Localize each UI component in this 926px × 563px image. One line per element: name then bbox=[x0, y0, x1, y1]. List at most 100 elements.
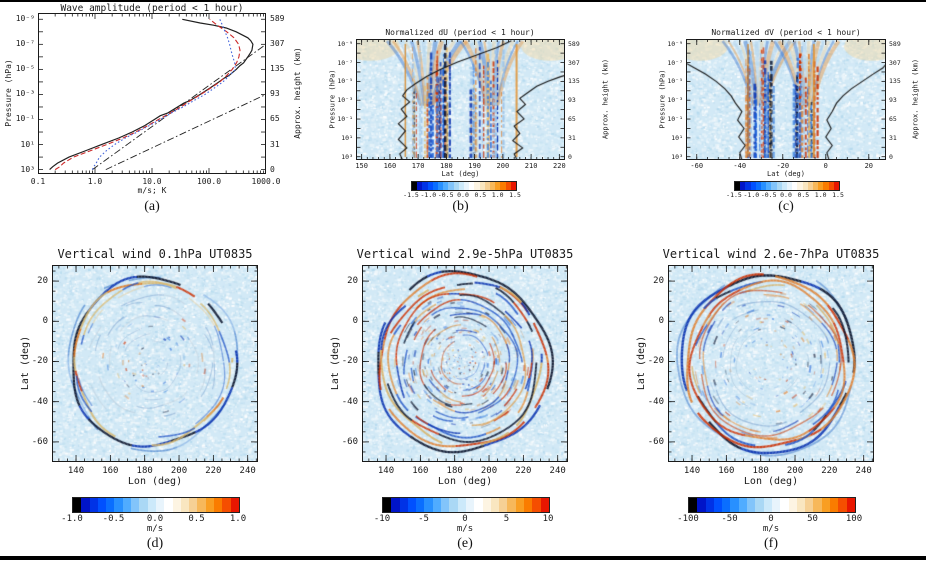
colorbar-segment bbox=[131, 498, 140, 512]
panel-c-caption: (c) bbox=[778, 199, 794, 214]
colorbar-segment bbox=[755, 498, 764, 512]
xtick-label: -40 bbox=[733, 162, 747, 170]
colorbar-segment bbox=[427, 182, 433, 190]
panel-e-heatmap bbox=[362, 265, 568, 462]
panel-c-title: Normalized dV (period < 1 hour) bbox=[711, 28, 861, 37]
colorbar-tick-label: 0.0 bbox=[457, 191, 469, 199]
colorbar-tick-label: 1.0 bbox=[491, 191, 504, 199]
colorbar-segment bbox=[771, 498, 781, 512]
panel-a-xtick-label: 0.1 bbox=[30, 177, 46, 186]
panel-a-xtick-label: 100.0 bbox=[196, 177, 222, 186]
xtick-label: 20 bbox=[864, 162, 873, 170]
colorbar-segment bbox=[424, 498, 433, 512]
panel-a-xtick-label: 1000.0 bbox=[251, 177, 281, 186]
colorbar-segment bbox=[490, 182, 496, 190]
y2tick-label: 589 bbox=[568, 39, 580, 48]
xtick-label: 180 bbox=[440, 162, 453, 170]
colorbar-tick-label: 1.0 bbox=[229, 514, 247, 524]
colorbar-segment bbox=[499, 498, 508, 512]
panel-f-xlabel: Lon (deg) bbox=[743, 476, 799, 487]
colorbar-segment bbox=[189, 498, 198, 512]
colorbar-segment bbox=[147, 498, 156, 512]
colorbar-segment bbox=[763, 498, 772, 512]
panel-a-ytick-label: 10⁻¹ bbox=[15, 114, 35, 124]
colorbar-segment bbox=[813, 182, 819, 190]
colorbar-segment bbox=[73, 498, 82, 512]
ytick-label: 0 bbox=[352, 316, 358, 327]
panel-c-axes bbox=[686, 39, 886, 160]
xtick-label: 140 bbox=[377, 466, 395, 476]
ytick-label: 20 bbox=[653, 276, 664, 287]
colorbar-segment bbox=[818, 182, 824, 190]
y2tick-label: 93 bbox=[568, 96, 576, 105]
colorbar-segment bbox=[383, 498, 392, 512]
colorbar-segment bbox=[771, 182, 777, 190]
panel-a-y2tick-label: 135 bbox=[270, 64, 285, 74]
xtick-label: 160 bbox=[102, 466, 119, 476]
colorbar-segment bbox=[740, 182, 746, 190]
panel-f-colorbar bbox=[688, 497, 856, 513]
ytick-label: -60 bbox=[31, 436, 48, 447]
xtick-label: 160 bbox=[718, 466, 735, 476]
panel-b-title: Normalized dU (period < 1 hour) bbox=[385, 28, 535, 37]
colorbar-segment bbox=[697, 498, 706, 512]
xtick-label: 200 bbox=[170, 466, 188, 476]
panel-d-axes bbox=[52, 265, 258, 462]
colorbar-segment bbox=[474, 182, 480, 190]
colorbar-segment bbox=[432, 182, 439, 190]
colorbar-segment bbox=[747, 498, 756, 512]
y2tick-label: 31 bbox=[568, 133, 576, 142]
colorbar-tick-label: 50 bbox=[807, 514, 818, 524]
colorbar-segment bbox=[730, 498, 739, 512]
colorbar-tick-label: 1.0 bbox=[814, 191, 827, 199]
xtick-label: 220 bbox=[821, 466, 838, 476]
colorbar-tick-label: -1.0 bbox=[420, 191, 437, 199]
xtick-label: 160 bbox=[383, 162, 397, 170]
panel-a-ytick-label: 10⁻⁹ bbox=[15, 14, 35, 24]
ytick-label: -20 bbox=[31, 356, 48, 367]
xtick-label: 200 bbox=[496, 162, 510, 170]
y2tick-label: 135 bbox=[889, 77, 901, 86]
panel-e-colorbar-unit: m/s bbox=[456, 524, 474, 534]
y2tick-label: 65 bbox=[568, 115, 576, 124]
colorbar-segment bbox=[89, 498, 98, 512]
colorbar-segment bbox=[464, 182, 470, 190]
colorbar-segment bbox=[705, 498, 714, 512]
colorbar-segment bbox=[222, 498, 231, 512]
colorbar-segment bbox=[399, 498, 408, 512]
colorbar-segment bbox=[122, 498, 132, 512]
colorbar-segment bbox=[713, 498, 723, 512]
colorbar-segment bbox=[155, 498, 165, 512]
colorbar-segment bbox=[453, 182, 459, 190]
panel-a-y2tick-label: 93 bbox=[270, 89, 280, 99]
colorbar-tick-label: 0.0 bbox=[146, 514, 164, 524]
colorbar-tick-label: -0.5 bbox=[760, 191, 777, 199]
colorbar-segment bbox=[495, 182, 501, 190]
ytick-label: 0 bbox=[658, 316, 664, 327]
colorbar-segment bbox=[97, 498, 107, 512]
y2tick-label: 135 bbox=[568, 77, 580, 86]
colorbar-segment bbox=[807, 182, 814, 190]
colorbar-tick-label: 10 bbox=[542, 514, 554, 524]
panel-a-caption: (a) bbox=[144, 199, 160, 214]
colorbar-segment bbox=[432, 498, 442, 512]
colorbar-tick-label: 0 bbox=[768, 514, 774, 524]
ytick-label: -20 bbox=[341, 356, 358, 367]
colorbar-tick-label: 1.5 bbox=[832, 191, 844, 199]
xtick-label: -60 bbox=[690, 162, 704, 170]
colorbar-segment bbox=[407, 498, 417, 512]
panel-d-title: Vertical wind 0.1hPa UT0835 bbox=[57, 247, 253, 261]
panel-a-ytick-label: 10⁻³ bbox=[15, 89, 35, 99]
xtick-label: 220 bbox=[515, 466, 532, 476]
panel-a-y2tick-label: 589 bbox=[270, 14, 285, 24]
ytick-label: 10⁻⁵ bbox=[337, 77, 353, 86]
colorbar-segment bbox=[787, 182, 793, 190]
y2tick-label: 589 bbox=[889, 39, 901, 48]
panel-b-colorbar bbox=[411, 181, 517, 191]
colorbar-segment bbox=[391, 498, 400, 512]
colorbar-segment bbox=[449, 498, 458, 512]
